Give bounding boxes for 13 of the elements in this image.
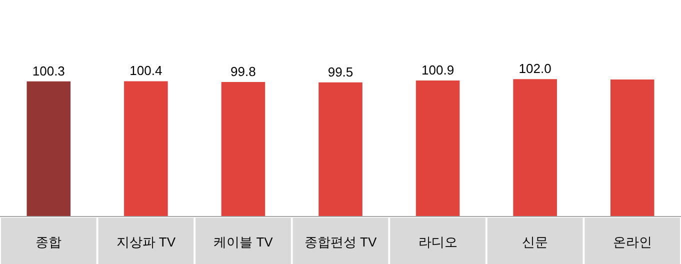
data-label: 102.0 — [518, 61, 552, 76]
x-tick-label: 신문 — [522, 234, 548, 250]
x-tick-label: 지상파 TV — [116, 234, 176, 250]
data-label: 99.8 — [230, 64, 256, 80]
data-label: 100.3 — [32, 63, 65, 78]
data-label: 100.4 — [130, 63, 162, 78]
data-label: 99.5 — [328, 64, 354, 80]
x-tick-label: 라디오 — [418, 234, 458, 250]
data-label: 100.9 — [422, 62, 454, 78]
x-tick-label: 종합 — [36, 234, 62, 250]
x-tick-label: 종합편성 TV — [304, 234, 377, 250]
x-tick-label: 케이블 TV — [214, 234, 274, 250]
x-tick-label: 온라인 — [612, 234, 652, 250]
